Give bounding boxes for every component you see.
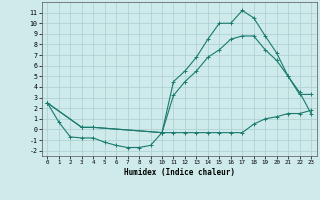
X-axis label: Humidex (Indice chaleur): Humidex (Indice chaleur) <box>124 168 235 177</box>
